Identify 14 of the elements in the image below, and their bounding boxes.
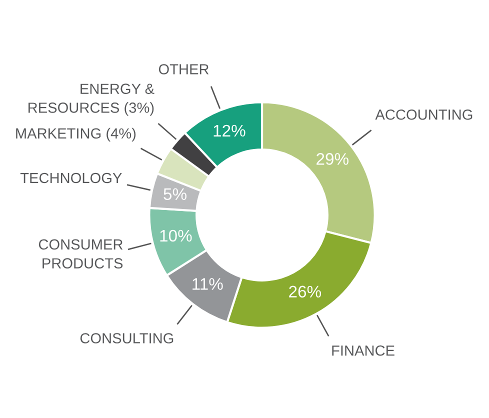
data-label: 11% [192, 278, 223, 290]
slice-label: ENERGY & RESOURCES (3%) [28, 84, 154, 116]
slice-label: CONSULTING [80, 333, 174, 344]
data-label: 10% [160, 230, 192, 242]
slice-label: TECHNOLOGY [20, 172, 122, 184]
data-label: 29% [316, 153, 348, 165]
data-label: 5% [164, 188, 186, 200]
slice-label: MARKETING (4%) [16, 128, 136, 142]
slice-label: ACCOUNTING [375, 109, 472, 120]
slice-label: OTHER [158, 64, 209, 74]
data-label: 12% [214, 124, 246, 137]
data-label: 26% [289, 286, 322, 298]
slice-label: FINANCE [332, 345, 394, 356]
slice-label: CONSUMER PRODUCTS [38, 239, 123, 268]
